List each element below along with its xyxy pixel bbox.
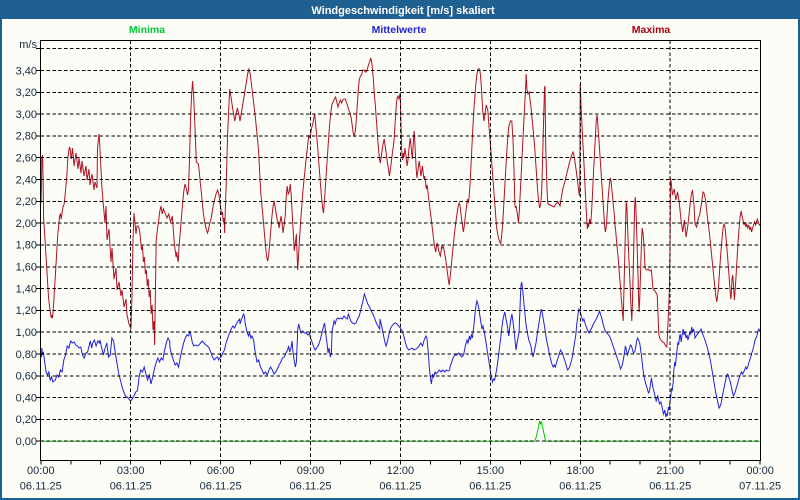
svg-text:0,20: 0,20 [16,414,37,426]
svg-text:0,80: 0,80 [16,349,37,361]
svg-text:03:00: 03:00 [117,465,145,477]
svg-text:1,20: 1,20 [16,305,37,317]
svg-text:06.11.25: 06.11.25 [200,481,242,493]
svg-text:15:00: 15:00 [477,465,505,477]
svg-text:06.11.25: 06.11.25 [559,481,601,493]
svg-text:06.11.25: 06.11.25 [379,481,421,493]
svg-text:2,00: 2,00 [16,218,37,230]
svg-text:06.11.25: 06.11.25 [20,481,62,493]
svg-text:3,00: 3,00 [16,109,37,121]
svg-text:0,60: 0,60 [16,371,37,383]
svg-text:12:00: 12:00 [387,465,415,477]
svg-text:2,40: 2,40 [16,174,37,186]
svg-text:06:00: 06:00 [207,465,235,477]
svg-text:06.11.25: 06.11.25 [110,481,152,493]
svg-text:2,20: 2,20 [16,196,37,208]
svg-text:2,80: 2,80 [16,131,37,143]
svg-text:3,20: 3,20 [16,87,37,99]
svg-text:00:00: 00:00 [746,465,774,477]
svg-text:2,60: 2,60 [16,153,37,165]
svg-text:Maxima: Maxima [632,24,671,36]
svg-text:06.11.25: 06.11.25 [289,481,331,493]
svg-text:07.11.25: 07.11.25 [739,481,781,493]
svg-text:1,40: 1,40 [16,283,37,295]
svg-text:1,00: 1,00 [16,327,37,339]
svg-text:Minima: Minima [129,24,165,36]
svg-text:0,40: 0,40 [16,392,37,404]
svg-text:1,60: 1,60 [16,262,37,274]
svg-text:09:00: 09:00 [297,465,325,477]
svg-text:m/s: m/s [19,39,37,51]
svg-text:06.11.25: 06.11.25 [649,481,691,493]
svg-text:Windgeschwindigkeit [m/s] skal: Windgeschwindigkeit [m/s] skaliert [311,5,495,17]
svg-text:3,40: 3,40 [16,65,37,77]
svg-text:06.11.25: 06.11.25 [469,481,511,493]
svg-text:00:00: 00:00 [27,465,55,477]
svg-text:18:00: 18:00 [567,465,595,477]
svg-text:1,80: 1,80 [16,240,37,252]
svg-text:Mittelwerte: Mittelwerte [372,24,427,36]
svg-text:0,00: 0,00 [16,436,37,448]
svg-text:21:00: 21:00 [656,465,684,477]
